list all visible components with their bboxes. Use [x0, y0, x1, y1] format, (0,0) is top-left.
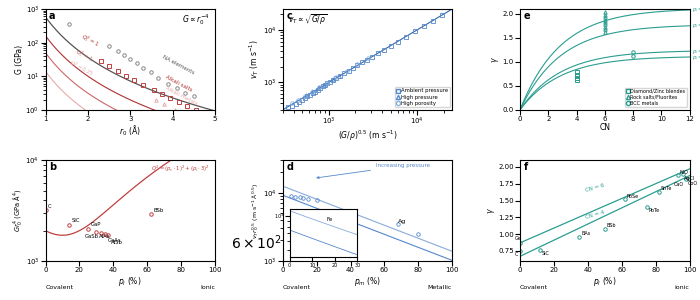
Text: $p_i = 75\%$: $p_i = 75\%$	[692, 21, 700, 30]
Y-axis label: $Gr_0^4$ (GPa Å$^4$): $Gr_0^4$ (GPa Å$^4$)	[11, 189, 24, 232]
Text: PbTe: PbTe	[649, 208, 660, 213]
Text: GaP: GaP	[90, 223, 101, 227]
Text: $Q^2=(p_c\cdot1)^2+(p_i\cdot3)^2$: $Q^2=(p_c\cdot1)^2+(p_i\cdot3)^2$	[151, 163, 210, 173]
Text: $p_i = 100\%$: $p_i = 100\%$	[692, 5, 700, 14]
Text: CaO: CaO	[674, 182, 685, 187]
Text: Ge: Ge	[515, 236, 522, 241]
Text: GaAs: GaAs	[107, 238, 121, 242]
Text: $Q_i^2=0.25$: $Q_i^2=0.25$	[66, 58, 95, 80]
Text: Alkali salts: Alkali salts	[164, 74, 193, 92]
Text: CN = 6: CN = 6	[584, 183, 605, 194]
Text: AlAs: AlAs	[99, 233, 111, 238]
Text: $Q_i^2=1$: $Q_i^2=1$	[73, 46, 95, 65]
Text: Ag: Ag	[398, 219, 406, 224]
Text: BSb: BSb	[606, 224, 616, 228]
Text: f: f	[524, 162, 528, 172]
Legend: Ambient pressure, High pressure, High porosity: Ambient pressure, High pressure, High po…	[395, 87, 449, 107]
Text: $v_T \propto \sqrt{G/\rho}$: $v_T \propto \sqrt{G/\rho}$	[288, 12, 327, 26]
Text: C: C	[515, 252, 518, 256]
Y-axis label: $\gamma$: $\gamma$	[486, 207, 496, 214]
Text: Increasing pressure: Increasing pressure	[317, 163, 430, 178]
Text: SnTe: SnTe	[661, 186, 672, 191]
Text: CoO: CoO	[688, 181, 698, 186]
X-axis label: $p_m$ (%): $p_m$ (%)	[354, 274, 381, 288]
Text: Alkali metals: Alkali metals	[164, 86, 198, 107]
Text: AgCl: AgCl	[685, 176, 696, 181]
X-axis label: CN: CN	[599, 123, 610, 132]
Text: NiO: NiO	[679, 169, 688, 175]
Text: $p_i = 0\%$: $p_i = 0\%$	[692, 52, 700, 62]
Text: GaSb: GaSb	[85, 234, 99, 239]
Text: Ionic: Ionic	[200, 285, 215, 290]
Y-axis label: $\gamma$: $\gamma$	[490, 56, 501, 63]
Text: Covalent: Covalent	[283, 285, 311, 290]
Text: Covalent: Covalent	[520, 285, 548, 290]
Text: BSb: BSb	[153, 208, 163, 213]
Text: d: d	[286, 162, 293, 172]
X-axis label: $r_0$ (Å): $r_0$ (Å)	[120, 123, 141, 138]
Text: Covalent: Covalent	[46, 285, 74, 290]
Y-axis label: $v_T$ (m s$^{-1}$): $v_T$ (m s$^{-1}$)	[247, 40, 261, 79]
Text: AlSb: AlSb	[111, 240, 122, 245]
Text: $G \propto r_0^{-4}$: $G \propto r_0^{-4}$	[182, 12, 210, 27]
Text: SiC: SiC	[542, 251, 550, 256]
Y-axis label: $v_T r_0^{0.5}$ (m s$^{-1}$ Å$^{0.5}$): $v_T r_0^{0.5}$ (m s$^{-1}$ Å$^{0.5}$)	[251, 182, 261, 239]
Y-axis label: G (GPa): G (GPa)	[15, 45, 24, 74]
Text: $Q_i^2=1$: $Q_i^2=1$	[79, 31, 102, 50]
Text: CN = 4: CN = 4	[584, 209, 605, 220]
Text: $p_i = 25\%$: $p_i = 25\%$	[692, 47, 700, 56]
X-axis label: $p_i$ (%): $p_i$ (%)	[118, 274, 142, 288]
Text: c: c	[286, 11, 292, 21]
Text: NA elements: NA elements	[162, 55, 195, 76]
X-axis label: $p_i$ (%): $p_i$ (%)	[593, 274, 617, 288]
Text: Metallic: Metallic	[428, 285, 452, 290]
Text: e: e	[524, 11, 530, 21]
Text: b: b	[49, 162, 56, 172]
Text: PbSe: PbSe	[626, 194, 639, 199]
Text: C: C	[48, 204, 52, 209]
Legend: Diamond/Zinc blendes, Rock salts/Fluorites, BCC metals: Diamond/Zinc blendes, Rock salts/Fluorit…	[625, 88, 687, 107]
Text: BAs: BAs	[581, 232, 590, 236]
Text: SiC: SiC	[72, 218, 80, 223]
X-axis label: $(G/\rho)^{0.5}$ (m s$^{-1}$): $(G/\rho)^{0.5}$ (m s$^{-1}$)	[337, 129, 398, 143]
Text: ionic: ionic	[675, 285, 690, 290]
Text: a: a	[49, 11, 55, 21]
